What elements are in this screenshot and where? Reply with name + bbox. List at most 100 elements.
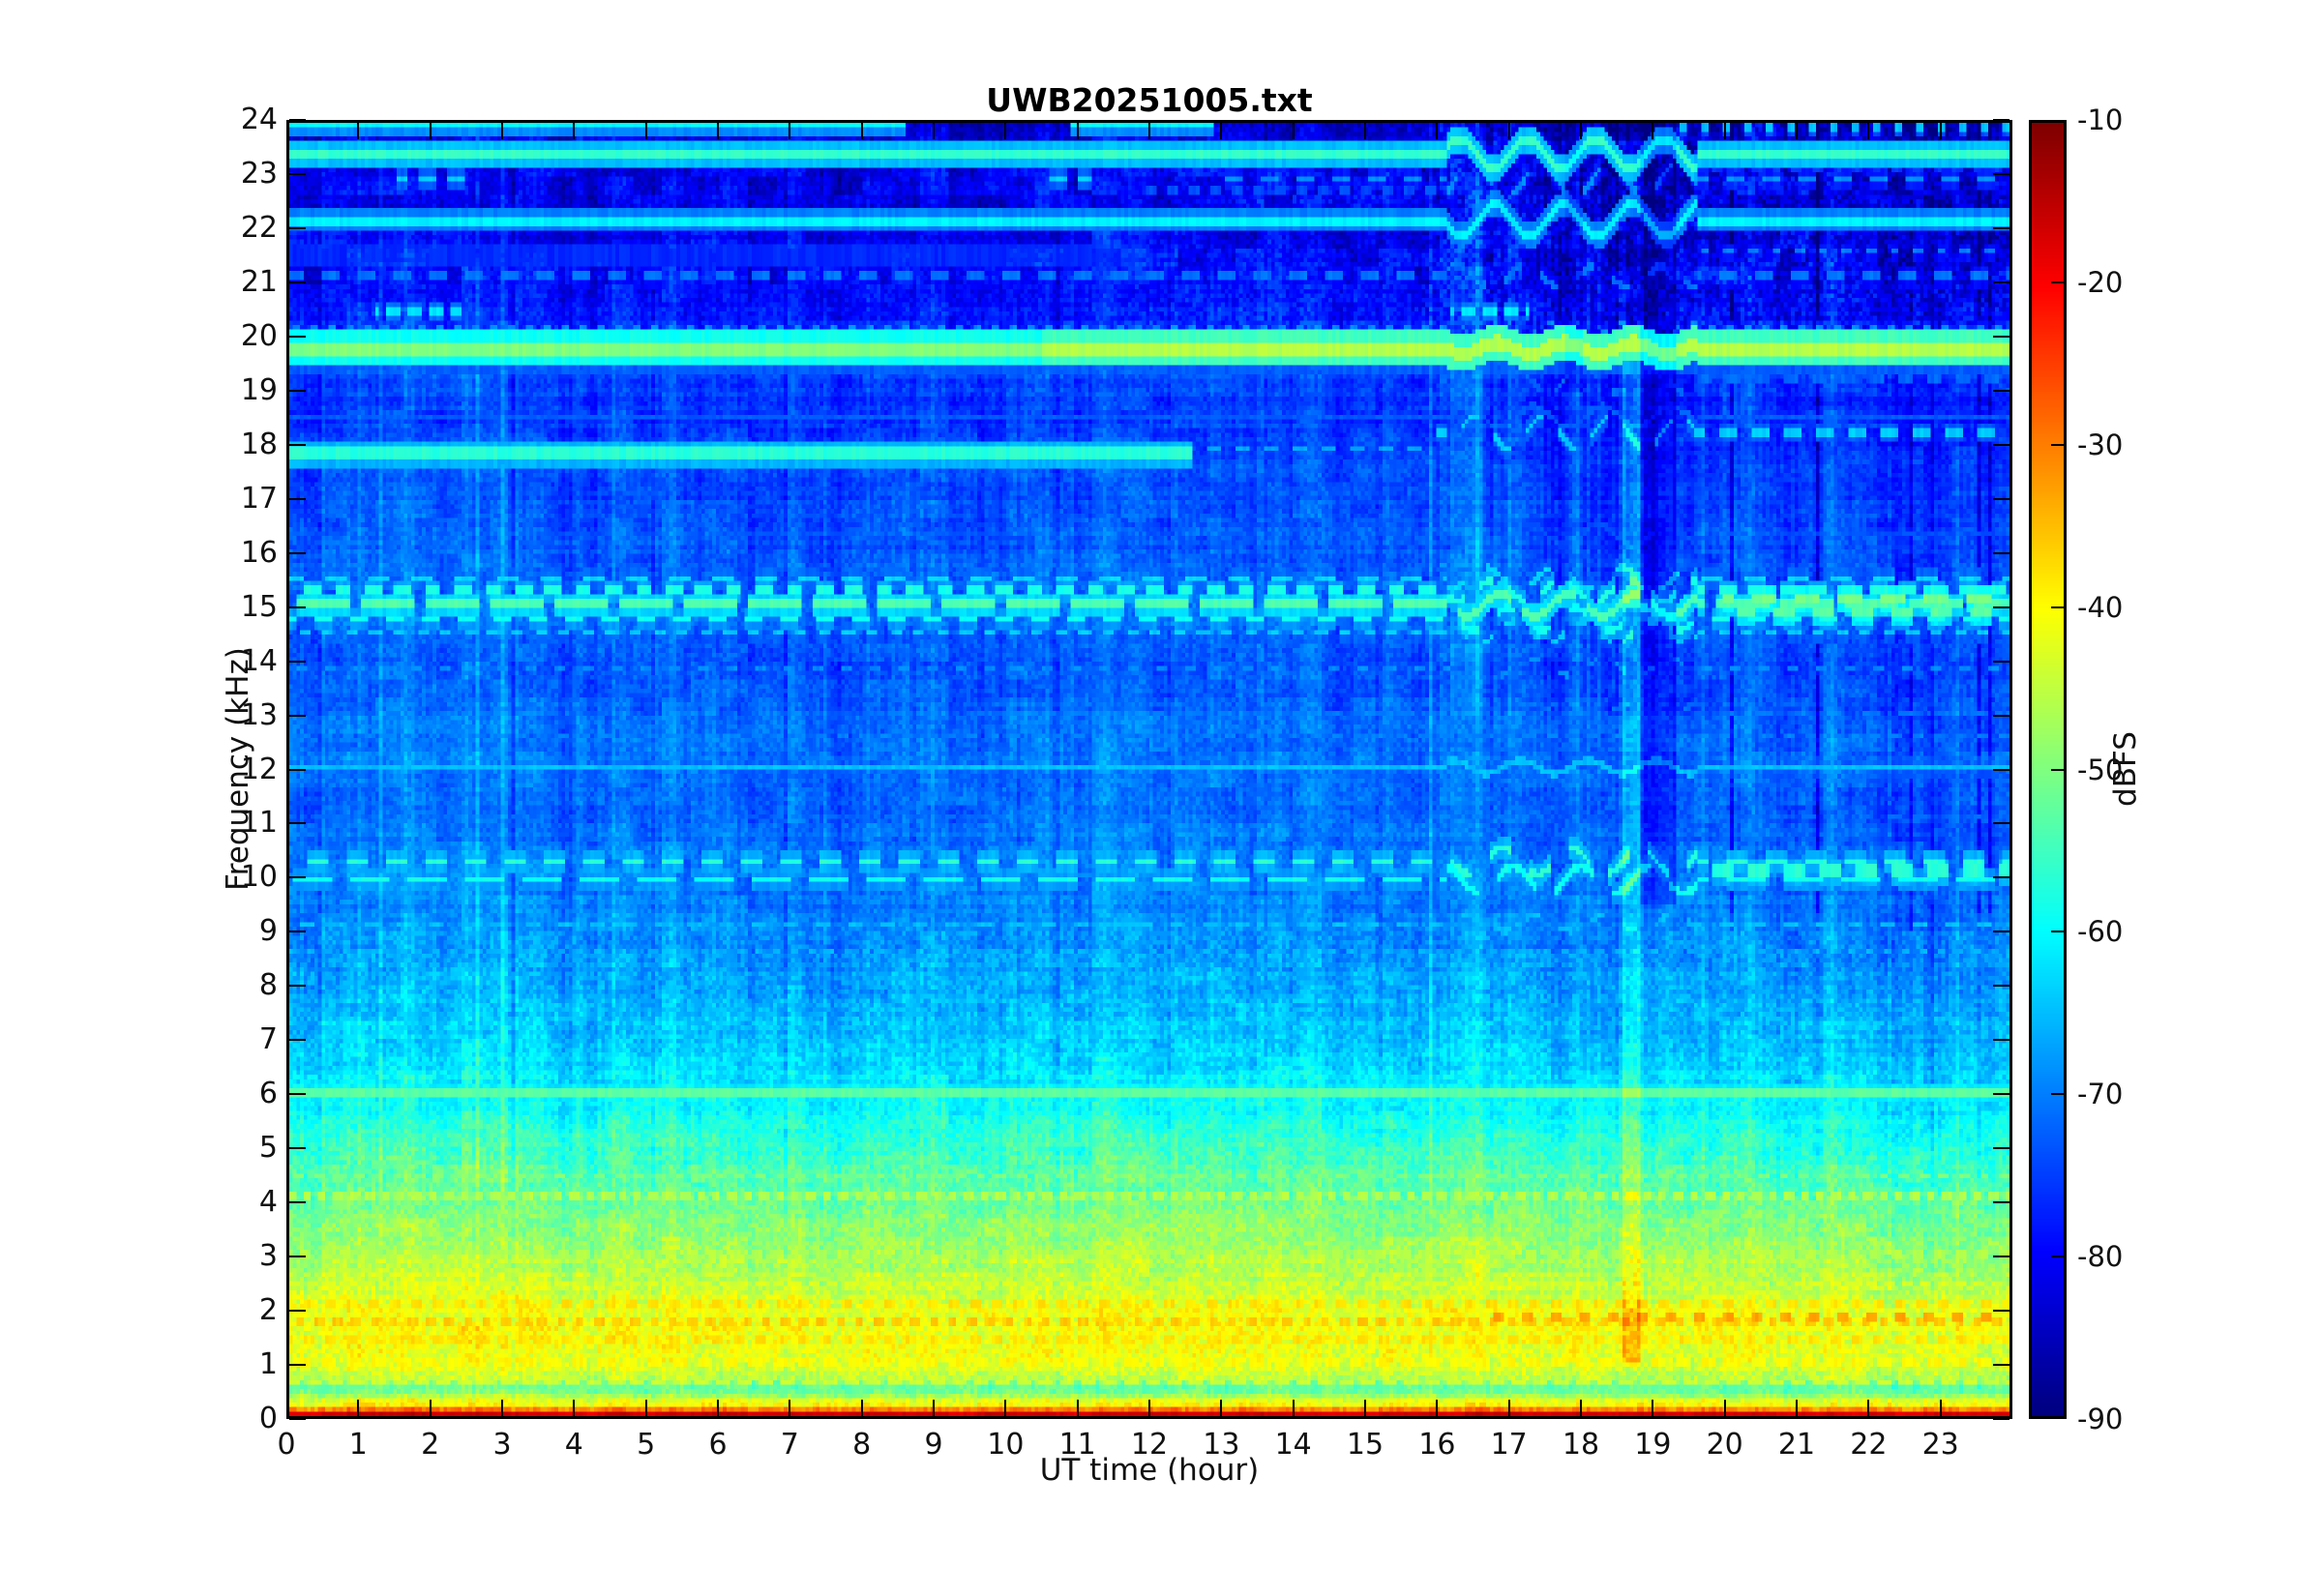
y-axis-tick [289, 1364, 306, 1367]
y-axis-tick-label: 1 [258, 1347, 278, 1382]
x-axis-tick [1652, 123, 1654, 139]
x-axis-tick-label: 16 [1418, 1428, 1456, 1462]
x-axis-tick [789, 123, 791, 139]
x-axis-tick [1292, 1400, 1295, 1416]
y-axis-tick [1993, 1093, 2009, 1096]
x-axis-tick-label: 18 [1562, 1428, 1600, 1462]
x-axis-tick-label: 8 [852, 1428, 872, 1462]
colorbar-tick-label: -60 [2077, 915, 2124, 949]
y-axis-tick [289, 389, 306, 392]
x-axis-tick [933, 123, 935, 139]
y-axis-tick-label: 9 [258, 914, 278, 949]
y-axis-tick-label: 23 [240, 156, 278, 191]
y-axis-tick-label: 13 [240, 697, 278, 732]
x-axis-tick-label: 22 [1850, 1428, 1888, 1462]
spectrogram-canvas [289, 123, 2009, 1416]
x-axis-tick-label: 3 [492, 1428, 512, 1462]
x-axis-tick-label: 12 [1130, 1428, 1169, 1462]
x-axis-tick-label: 1 [348, 1428, 368, 1462]
y-axis-tick [1993, 768, 2009, 771]
x-axis-tick [1436, 123, 1439, 139]
y-axis-tick [1993, 1364, 2009, 1367]
x-axis-tick [1867, 123, 1870, 139]
plot-area [286, 120, 2012, 1419]
y-axis-tick [1993, 1418, 2009, 1420]
colorbar-tick [2051, 1093, 2064, 1096]
x-axis-tick [1652, 1400, 1654, 1416]
y-axis-tick [289, 226, 306, 229]
y-axis-tick [289, 606, 306, 608]
x-axis-tick [1796, 1400, 1798, 1416]
y-axis-tick [289, 1039, 306, 1042]
y-axis-tick [1993, 281, 2009, 283]
x-axis-tick [1148, 1400, 1150, 1416]
y-axis-tick-label: 16 [240, 535, 278, 570]
y-axis-tick [1993, 876, 2009, 879]
x-axis-tick [717, 1400, 719, 1416]
y-axis-tick [1993, 119, 2009, 121]
y-axis-tick [1993, 931, 2009, 933]
y-axis-tick [289, 335, 306, 338]
x-axis-tick [501, 123, 503, 139]
colorbar-tick-label: -10 [2077, 103, 2124, 136]
colorbar-tick-label: -80 [2077, 1240, 2124, 1274]
x-axis-tick-label: 6 [708, 1428, 728, 1462]
y-axis-tick [1993, 551, 2009, 554]
x-axis-tick [1507, 123, 1510, 139]
x-axis-tick-label: 7 [780, 1428, 799, 1462]
y-axis-tick-label: 0 [258, 1402, 278, 1435]
x-axis-tick [1364, 1400, 1366, 1416]
x-axis-tick [357, 123, 360, 139]
x-axis-tick [1148, 123, 1150, 139]
y-axis-tick [1993, 1310, 2009, 1313]
x-axis-tick [1364, 123, 1366, 139]
x-axis-tick [429, 123, 432, 139]
x-axis-tick [1004, 1400, 1007, 1416]
colorbar-tick-label: -70 [2077, 1078, 2124, 1111]
y-axis-tick [289, 443, 306, 446]
x-axis-tick [644, 123, 647, 139]
x-axis-tick-label: 20 [1706, 1428, 1743, 1462]
y-axis-tick-label: 21 [240, 264, 278, 299]
y-axis-tick [289, 822, 306, 825]
colorbar-tick [2051, 1256, 2064, 1258]
y-axis-tick [1993, 660, 2009, 663]
x-axis-tick [1723, 1400, 1726, 1416]
y-axis-tick [1993, 985, 2009, 988]
x-axis-tick [429, 1400, 432, 1416]
y-axis-tick-label: 5 [258, 1131, 278, 1166]
y-axis-tick [289, 931, 306, 933]
x-axis-tick-label: 15 [1346, 1428, 1384, 1462]
x-axis-tick [1723, 123, 1726, 139]
y-axis-tick-label: 11 [240, 806, 278, 841]
x-axis-tick [357, 1400, 360, 1416]
y-axis-tick [289, 985, 306, 988]
x-axis-tick [1004, 123, 1007, 139]
x-axis-tick [1220, 1400, 1223, 1416]
y-axis-tick [289, 714, 306, 717]
x-axis-tick [1076, 1400, 1079, 1416]
x-axis-tick [1796, 123, 1798, 139]
x-axis-tick-label: 13 [1203, 1428, 1240, 1462]
y-axis-tick-label: 15 [240, 589, 278, 624]
x-axis-tick [1580, 123, 1582, 139]
colorbar-tick-label: -30 [2077, 428, 2124, 461]
y-axis-tick [289, 1310, 306, 1313]
x-axis-tick-label: 11 [1058, 1428, 1096, 1462]
x-axis-tick [1939, 1400, 1942, 1416]
y-axis-tick-label: 20 [240, 318, 278, 353]
y-axis-tick-label: 17 [240, 481, 278, 516]
y-axis-tick [1993, 1201, 2009, 1204]
y-axis-tick [1993, 172, 2009, 175]
colorbar-tick-label: -20 [2077, 265, 2124, 299]
y-axis-tick-label: 2 [258, 1293, 278, 1328]
y-axis-tick [289, 497, 306, 500]
y-axis-tick [289, 660, 306, 663]
y-axis-tick-label: 24 [240, 103, 278, 136]
colorbar-tick [2051, 931, 2064, 933]
x-axis-tick-label: 17 [1490, 1428, 1528, 1462]
x-axis-tick [1939, 123, 1942, 139]
y-axis-tick-label: 6 [258, 1077, 278, 1111]
colorbar-tick-label: -40 [2077, 590, 2124, 624]
